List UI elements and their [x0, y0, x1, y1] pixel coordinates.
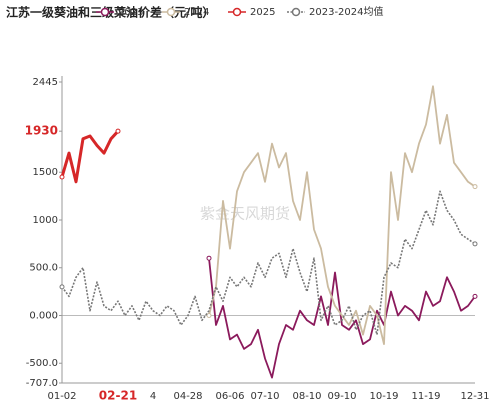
legend-marker: [232, 7, 242, 17]
legend-label: 2023-2024均值: [309, 5, 384, 18]
legend-marker: [291, 7, 301, 17]
end-marker: [206, 255, 212, 261]
series-line: [61, 190, 476, 336]
x-tick-label: 08-10: [292, 391, 321, 402]
end-marker: [115, 128, 121, 134]
series-line: [208, 85, 476, 345]
legend-marker: [166, 7, 176, 17]
watermark: 紫金天风期货: [200, 205, 290, 223]
end-marker: [206, 312, 212, 318]
end-marker: [472, 184, 478, 190]
end-marker: [59, 284, 65, 290]
y-tick-label: 1930: [25, 124, 58, 138]
x-tick-label: 06-06: [215, 391, 244, 402]
end-marker: [472, 293, 478, 299]
x-tick-label: 10-19: [369, 391, 398, 402]
x-tick-label: 11-19: [411, 391, 440, 402]
x-tick-label: 4: [150, 391, 156, 402]
x-tick-label: 04-28: [173, 391, 202, 402]
legend-label: 2024: [184, 7, 209, 18]
y-tick-label: -500.0: [26, 358, 58, 369]
x-tick-label: 09-10: [327, 391, 356, 402]
y-tick-label: -707.0: [26, 378, 58, 389]
legend-marker: [100, 7, 110, 17]
y-tick-label: 1000: [33, 215, 58, 226]
x-tick-label: 07-10: [250, 391, 279, 402]
x-tick-label: 02-21: [99, 389, 137, 403]
x-tick-label: 01-02: [47, 391, 76, 402]
series-line: [208, 258, 476, 379]
y-tick-label: 2445: [33, 77, 58, 88]
end-marker: [59, 174, 65, 180]
x-tick-label: 12-31: [460, 391, 489, 402]
series-line: [60, 130, 120, 184]
end-marker: [472, 241, 478, 247]
y-tick-label: 1500: [33, 167, 58, 178]
y-tick-label: 500.0: [29, 263, 58, 274]
legend-label: 2023: [118, 7, 143, 18]
legend-label: 2025: [250, 7, 275, 18]
y-tick-label: 0.000: [29, 310, 58, 321]
